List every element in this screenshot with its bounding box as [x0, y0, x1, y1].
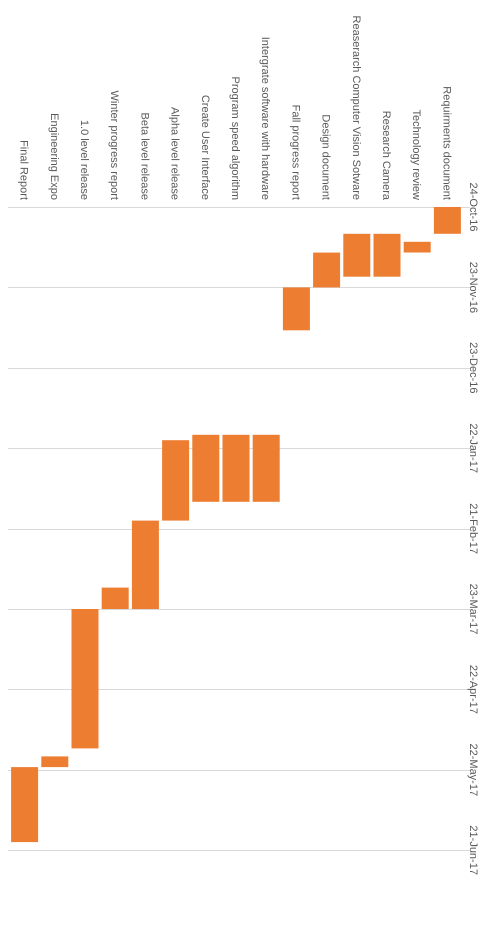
task-label: Intergrate software with hardware — [259, 37, 271, 200]
date-tick-label: 22-Jan-17 — [467, 423, 479, 473]
task-label: Final Report — [18, 140, 30, 200]
task-bar — [222, 434, 250, 502]
task-label: Design document — [320, 114, 332, 200]
task-bar — [131, 520, 159, 609]
date-tick-label: 23-Mar-17 — [467, 584, 479, 635]
task-bar — [11, 767, 39, 843]
task-label: Beta level release — [138, 113, 150, 200]
task-label: Alpha level release — [169, 107, 181, 200]
task-label: Technology review — [410, 110, 422, 201]
task-bar — [192, 434, 220, 502]
task-label: 1.0 level release — [78, 120, 90, 200]
task-bar — [162, 440, 190, 521]
task-label: Research Camera — [380, 111, 392, 201]
date-tick-label: 21-Jun-17 — [467, 825, 479, 875]
date-tick-label: 22-Apr-17 — [467, 665, 479, 714]
task-bar — [41, 756, 69, 768]
task-bar — [313, 252, 341, 288]
task-bar — [343, 233, 371, 277]
task-label: Engineering Expo — [48, 113, 60, 200]
date-tick-label: 24-Oct-16 — [467, 183, 479, 232]
task-label: Reaserarch Computer Vision Sotware — [350, 16, 362, 200]
gridlines — [8, 207, 470, 851]
date-tick-label: 21-Feb-17 — [467, 503, 479, 554]
task-labels: Requirments document Technology review Res… — [18, 16, 453, 201]
task-label: Requirments document — [440, 86, 452, 200]
task-label: Program speed algorithm — [229, 76, 241, 200]
task-bars — [11, 207, 461, 843]
date-tick-label: 23-Dec-16 — [467, 342, 479, 393]
task-bar — [252, 434, 280, 502]
task-bar — [282, 287, 310, 331]
date-tick-label: 23-Nov-16 — [467, 262, 479, 313]
task-bar — [403, 241, 431, 253]
task-label: Fall progress report — [289, 105, 301, 200]
task-bar — [101, 587, 129, 609]
task-label: Create User Interface — [199, 95, 211, 200]
date-axis-labels: 24-Oct-16 23-Nov-16 23-Dec-16 22-Jan-17 21-F… — [467, 183, 479, 875]
task-bar — [433, 207, 461, 234]
task-label: Winter progress report — [108, 91, 120, 200]
task-bar — [71, 609, 99, 749]
task-bar — [373, 233, 401, 277]
date-tick-label: 22-May-17 — [467, 744, 479, 797]
